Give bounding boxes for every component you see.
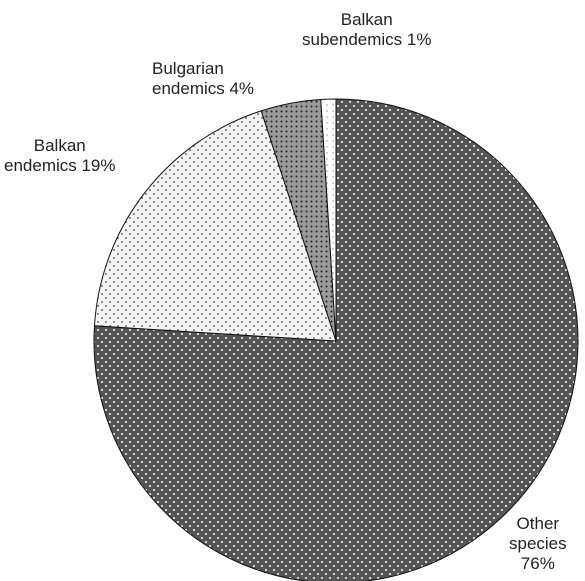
label-bulgarian-line2: endemics 4% bbox=[152, 79, 255, 98]
pie-slice-other-species bbox=[93, 98, 579, 581]
label-subendemics-line1: Balkan bbox=[340, 10, 393, 29]
label-other: Other species 76% bbox=[509, 514, 567, 574]
label-bulgarian: Bulgarian endemics 4% bbox=[152, 59, 254, 99]
label-other-line3: 76% bbox=[520, 554, 555, 573]
label-subendemics: Balkan subendemics 1% bbox=[302, 10, 431, 50]
label-bulgarian-line1: Bulgarian bbox=[152, 59, 224, 78]
pie-slice-balkan-endemics bbox=[93, 110, 337, 342]
label-balkan-line2: endemics 19% bbox=[4, 156, 116, 175]
pie-slice-balkan-subendemics bbox=[320, 98, 337, 342]
label-other-line2: species bbox=[509, 534, 567, 553]
label-subendemics-line2: subendemics 1% bbox=[302, 30, 432, 49]
label-other-line1: Other bbox=[516, 514, 560, 533]
label-balkan: Balkan endemics 19% bbox=[4, 136, 116, 176]
label-balkan-line1: Balkan bbox=[33, 136, 86, 155]
